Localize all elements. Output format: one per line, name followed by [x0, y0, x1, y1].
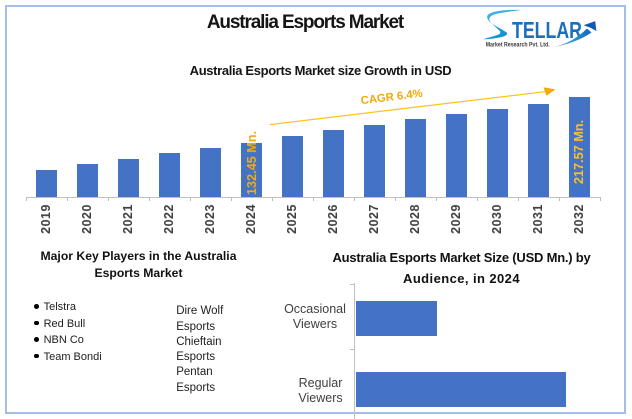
svg-text:CAGR 6.4%: CAGR 6.4%	[360, 88, 423, 107]
svg-text:Market Research Pvt. Ltd.: Market Research Pvt. Ltd.	[486, 41, 550, 48]
svg-text:TELLAR: TELLAR	[512, 17, 582, 43]
